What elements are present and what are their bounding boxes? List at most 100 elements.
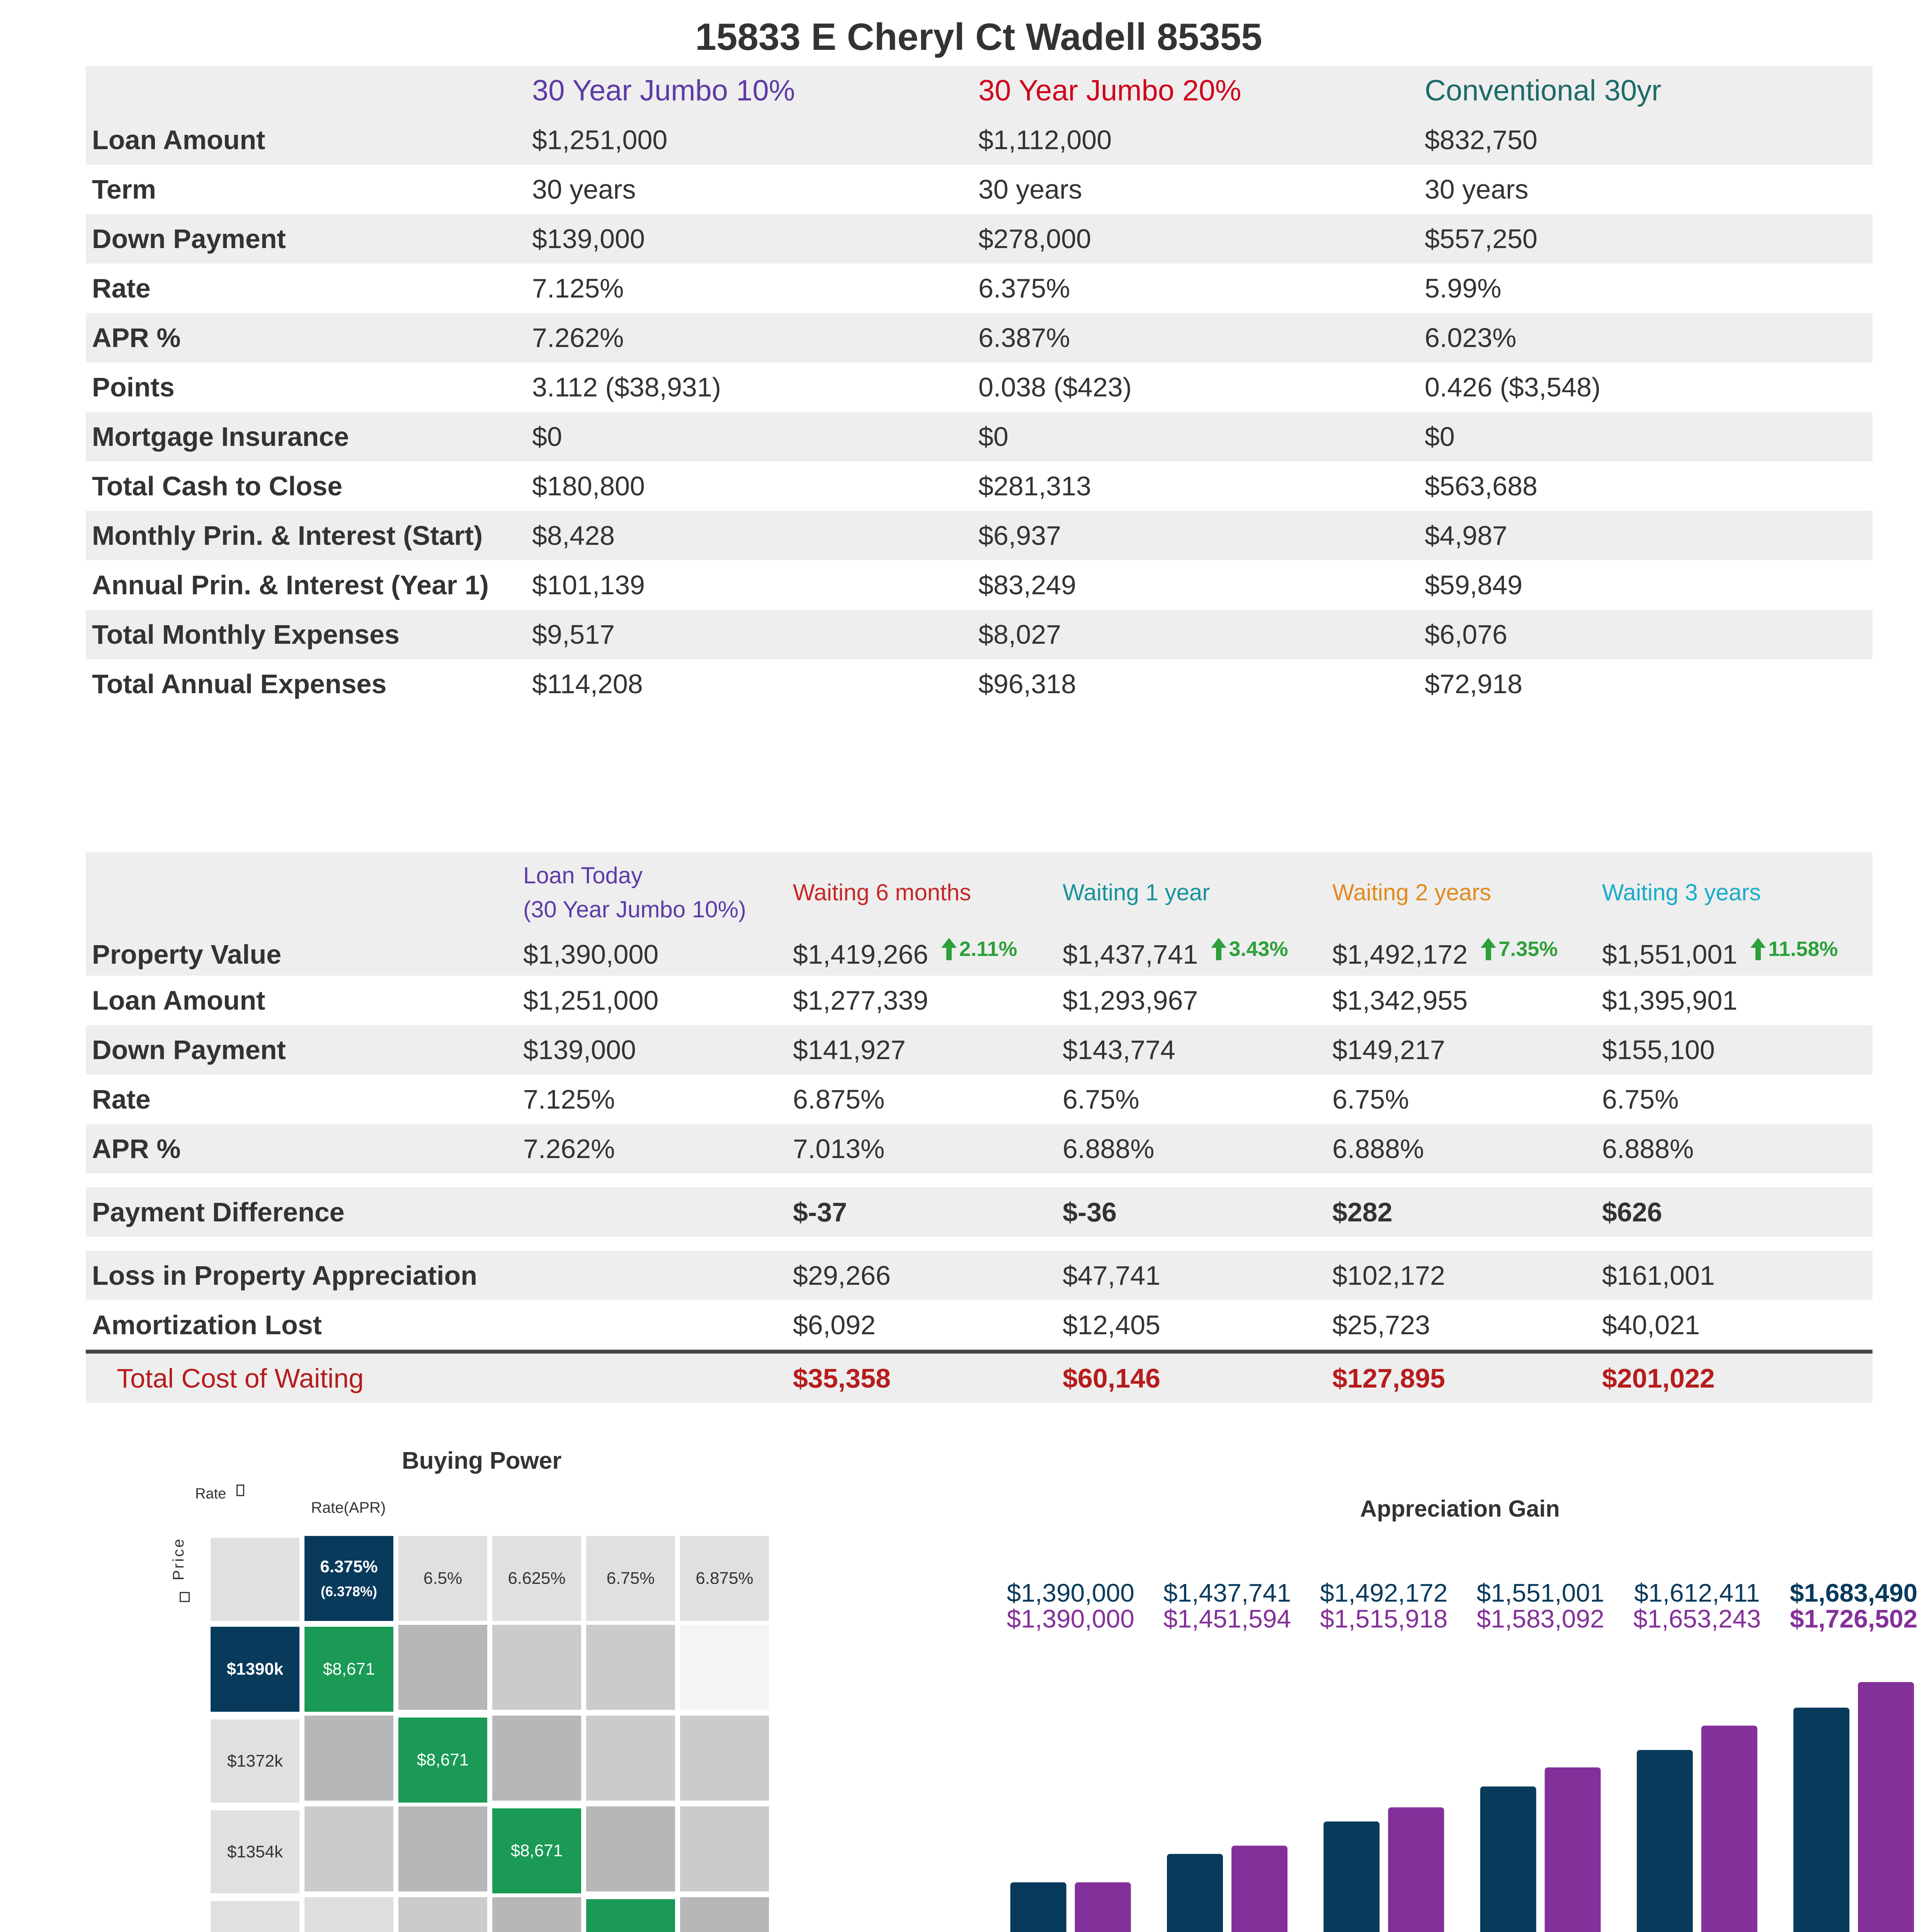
payment-cell[interactable] [304, 1897, 393, 1932]
rate-value: 6.875% [696, 1569, 753, 1588]
payment-cell[interactable] [398, 1806, 487, 1891]
cell-value: $1,492,172 7.35% [1332, 937, 1602, 970]
cell-value: 6.888% [1063, 1134, 1155, 1164]
data-label-historical: $1,583,092 [1477, 1604, 1604, 1633]
property-value: $1,437,741 [1063, 939, 1198, 969]
table-row: Down Payment $139,000 $278,000 $557,250 [86, 214, 1872, 264]
cell-value: $161,001 [1602, 1260, 1715, 1291]
price-header-cell[interactable]: $1337k [211, 1901, 299, 1932]
row-label: Monthly Prin. & Interest (Start) [92, 520, 483, 551]
cell-value: $281,313 [978, 471, 1091, 501]
payment-cell-highlighted[interactable]: $8,671 [398, 1718, 487, 1803]
rate-header-cell[interactable]: 6.375% (6.378%) [304, 1536, 393, 1621]
cell-value: $60,146 [1063, 1363, 1161, 1393]
rate-header-cell[interactable]: 6.875% [680, 1536, 769, 1621]
cell-value: $8,428 [532, 520, 615, 551]
payment-difference-row: Payment Difference $-37 $-36 $282 $626 [86, 1187, 1872, 1237]
column-header: Waiting 1 year [1063, 876, 1332, 910]
row-label: Points [92, 372, 175, 402]
rate-value: 6.625% [508, 1569, 566, 1588]
data-label-forecast: $1,683,490 [1790, 1578, 1917, 1607]
row-label: Total Cost of Waiting [117, 1363, 364, 1393]
cell-value: $1,395,901 [1602, 985, 1738, 1015]
payment-cell[interactable] [586, 1625, 675, 1710]
bar-forecast [1323, 1821, 1380, 1932]
appreciation-percent: 7.35% [1498, 937, 1558, 961]
table-row: APR % 7.262% 6.387% 6.023% [86, 313, 1872, 362]
appreciation-gain-title: Appreciation Gain [1360, 1496, 1560, 1522]
row-label: Loan Amount [92, 985, 265, 1015]
payment-cell[interactable] [304, 1806, 393, 1891]
cell-value: $59,849 [1425, 570, 1523, 600]
payment-cell[interactable] [398, 1625, 487, 1710]
cell-value: $1,390,000 [523, 939, 793, 970]
cell-value: 6.875% [793, 1084, 885, 1114]
row-label: Total Cash to Close [92, 471, 343, 501]
cell-value: $557,250 [1425, 224, 1537, 254]
payment-cell[interactable] [680, 1806, 769, 1891]
appreciation-badge: 7.35% [1481, 937, 1558, 961]
rate-header-cell[interactable]: 6.625% [492, 1536, 581, 1621]
row-label: Rate [92, 273, 151, 303]
row-label: Term [92, 174, 156, 204]
table-row: Down Payment $139,000 $141,927 $143,774 $149… [86, 1025, 1872, 1075]
data-label-forecast: $1,437,741 [1163, 1578, 1291, 1607]
data-label-historical: $1,515,918 [1320, 1604, 1447, 1633]
arrow-up-icon [1481, 938, 1497, 960]
cell-value: 5.99% [1425, 273, 1502, 303]
bar-historical [1075, 1882, 1131, 1932]
table-row: Term 30 years 30 years 30 years [86, 165, 1872, 214]
rate-header-cell[interactable]: 6.75% [586, 1536, 675, 1621]
cell-value: $201,022 [1602, 1363, 1715, 1393]
page-title: 15833 E Cheryl Ct Wadell 85355 [695, 15, 1262, 58]
column-header: 30 Year Jumbo 20% [978, 74, 1242, 107]
row-label: Down Payment [92, 224, 286, 254]
payment-cell[interactable] [680, 1716, 769, 1801]
payment-cell[interactable] [492, 1897, 581, 1932]
column-header-line1: Waiting 1 year [1063, 879, 1210, 905]
payment-cell[interactable] [492, 1625, 581, 1710]
payment-cell-highlighted[interactable]: $8,671 [492, 1808, 581, 1893]
payment-cell[interactable] [304, 1716, 393, 1801]
payment-cell[interactable] [492, 1716, 581, 1801]
rate-header-cell[interactable]: 6.5% [398, 1536, 487, 1621]
bar-historical [1701, 1725, 1757, 1932]
cell-value: 6.75% [1602, 1084, 1679, 1114]
property-value: $1,551,001 [1602, 939, 1738, 969]
rate-value: 6.375% [320, 1557, 378, 1576]
cell-value: $1,437,741 3.43% [1063, 937, 1332, 970]
table-row: Loan Amount $1,251,000 $1,277,339 $1,293,96… [86, 976, 1872, 1025]
price-header-cell[interactable]: $1354k [211, 1810, 299, 1893]
payment-cell[interactable] [398, 1897, 487, 1932]
row-label: Loss in Property Appreciation [92, 1260, 478, 1291]
cell-value: 3.112 ($38,931) [532, 372, 721, 402]
cell-value: $101,139 [532, 570, 645, 600]
buying-power-title: Buying Power [402, 1447, 562, 1474]
cell-value: $0 [978, 422, 1009, 452]
cell-value: $35,358 [793, 1363, 891, 1393]
appreciation-percent: 11.58% [1768, 937, 1838, 961]
column-header: 30 Year Jumbo 10% [532, 74, 795, 107]
payment-cell[interactable] [680, 1625, 769, 1710]
grid-corner [211, 1538, 299, 1621]
bar-historical [1544, 1767, 1601, 1932]
payment-cell-highlighted[interactable]: $8,671 [586, 1899, 675, 1932]
bar-historical [1231, 1845, 1287, 1932]
bar-forecast [1480, 1786, 1536, 1932]
payment-cell-highlighted[interactable]: $8,671 [304, 1627, 393, 1712]
payment-cell[interactable] [586, 1806, 675, 1891]
loan-comparison-table: 30 Year Jumbo 10% 30 Year Jumbo 20% Conven… [86, 66, 1872, 709]
cell-value: $1,551,001 11.58% [1602, 937, 1872, 970]
payment-cell[interactable] [586, 1716, 675, 1801]
price-header-cell[interactable]: $1390k [211, 1627, 299, 1712]
table-row: Loan Amount $1,251,000 $1,112,000 $832,750 [86, 115, 1872, 165]
cell-value: 6.888% [1332, 1134, 1424, 1164]
cell-value: $12,405 [1063, 1310, 1161, 1340]
cell-value: $155,100 [1602, 1035, 1715, 1065]
cell-value: $25,723 [1332, 1310, 1430, 1340]
price-header-cell[interactable]: $1372k [211, 1719, 299, 1803]
column-header-line2: (30 Year Jumbo 10%) [523, 896, 747, 922]
bar-forecast [1637, 1750, 1693, 1932]
data-label-historical: $1,726,502 [1790, 1604, 1917, 1633]
payment-cell[interactable] [680, 1897, 769, 1932]
